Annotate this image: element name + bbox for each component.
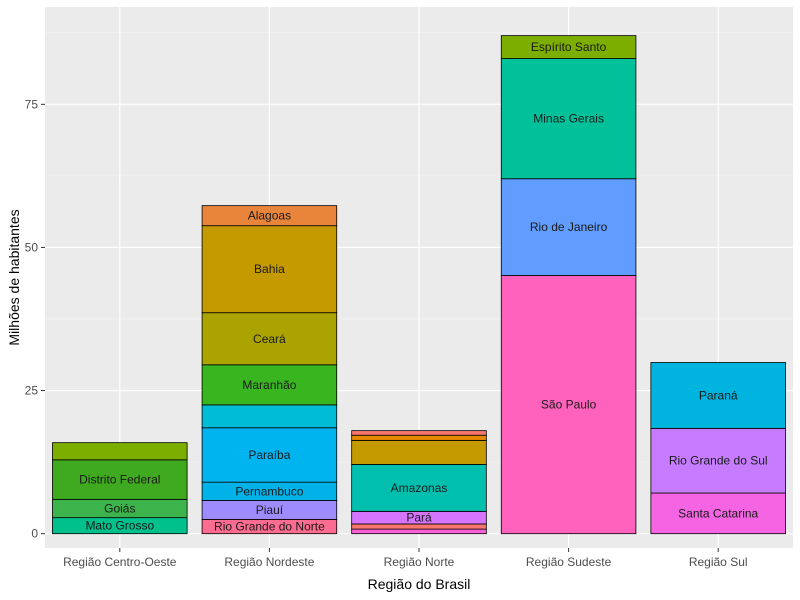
y-tick-label: 0 <box>31 527 38 541</box>
segment-label: Paraná <box>699 388 738 402</box>
y-tick-label: 75 <box>25 97 39 111</box>
bar-segment <box>201 225 338 314</box>
bars-layer <box>52 35 786 535</box>
segment-label: Amazonas <box>391 481 448 495</box>
bar-segment <box>351 434 487 441</box>
bar-segment <box>500 35 637 59</box>
bar-segment <box>500 58 637 180</box>
segment-label: Pará <box>406 511 432 525</box>
bar-segment <box>201 404 338 429</box>
y-tick-label: 50 <box>25 240 39 254</box>
segment-label: Goiás <box>104 501 135 515</box>
y-tick-label: 25 <box>25 384 39 398</box>
bar-segment <box>52 442 188 461</box>
bar-segment <box>351 523 487 530</box>
bar-segment <box>201 427 338 483</box>
bar-segment <box>500 275 637 535</box>
segment-label: Piauí <box>256 503 284 517</box>
x-tick-label: Região Norte <box>384 555 455 569</box>
segment-label: Minas Gerais <box>533 112 604 126</box>
x-axis: Região Centro-Oeste Região Nordeste Região… <box>63 548 748 569</box>
bar-segment <box>650 427 786 494</box>
x-tick-label: Região Sudeste <box>526 555 612 569</box>
segment-label: Paraíba <box>248 448 290 462</box>
segment-labels-layer: Mato Grosso Goiás Distrito Federal Rio Gran… <box>79 40 767 533</box>
segment-label: Pernambuco <box>235 484 303 498</box>
segment-label: Rio Grande do Norte <box>214 520 325 534</box>
segment-label: Distrito Federal <box>79 473 160 487</box>
segment-label: Mato Grosso <box>85 519 154 533</box>
segment-label: Rio de Janeiro <box>530 220 608 234</box>
segment-label: Maranhão <box>242 378 296 392</box>
bar-segment <box>201 205 338 227</box>
segment-label: Bahia <box>254 262 285 276</box>
bar-segment <box>351 464 487 512</box>
bar-segment <box>201 364 338 406</box>
bar-segment <box>351 439 487 465</box>
bar-segment <box>52 459 188 500</box>
segment-label: São Paulo <box>541 398 597 412</box>
bar-segment <box>201 312 338 366</box>
y-axis-title: Milhões de habitantes <box>6 209 22 345</box>
x-tick-label: Região Centro-Oeste <box>63 555 177 569</box>
bar-segment <box>351 430 487 436</box>
segment-label: Rio Grande do Sul <box>669 454 768 468</box>
bar-segment <box>351 528 487 535</box>
x-tick-label: Região Sul <box>689 555 748 569</box>
segment-label: Espírito Santo <box>531 40 607 54</box>
bar-segment <box>650 492 786 535</box>
segment-label: Santa Catarina <box>678 506 758 520</box>
y-axis: 0 25 50 75 <box>25 97 45 541</box>
x-tick-label: Região Nordeste <box>224 555 314 569</box>
segment-label: Ceará <box>253 332 286 346</box>
x-axis-title: Região do Brasil <box>368 576 471 592</box>
bar-segment <box>500 178 637 276</box>
bar-segment <box>650 362 786 429</box>
segment-label: Alagoas <box>248 209 291 223</box>
